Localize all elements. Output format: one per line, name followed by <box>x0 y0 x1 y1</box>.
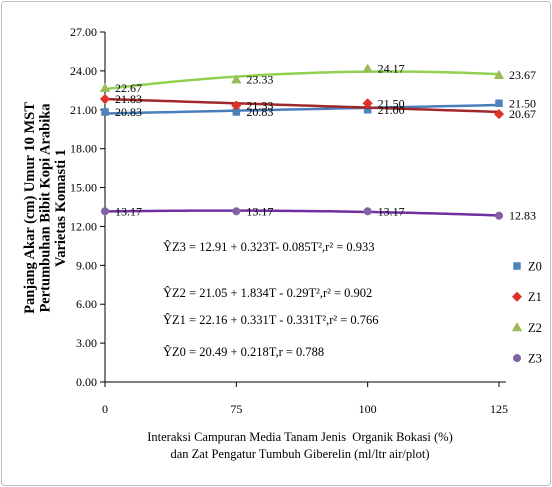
series-z3-point <box>100 207 110 216</box>
series-z0-point <box>495 99 503 108</box>
series-z2-trendline <box>103 70 501 91</box>
series-z2 <box>99 63 505 92</box>
regression-equation-z3: ŶZ3 = 12.91 + 0.323T- 0.085T²,r² = 0.933 <box>163 240 375 254</box>
series-z2-point <box>362 63 373 73</box>
legend-item-z3: Z3 <box>512 352 542 366</box>
series-z1-data-label: 20.67 <box>509 107 536 121</box>
y-axis-title: Panjang Akar (cm) Umur 10 MST Pertumbuha… <box>22 102 69 314</box>
x-tick-label: 125 <box>490 402 508 416</box>
series-z2-data-label: 23.67 <box>509 68 536 82</box>
series-z0-data-label: 20.83 <box>246 105 273 119</box>
series-z3-data-label: 13.17 <box>246 204 273 218</box>
y-axis-title-line-2: Pertumbuhan Bibit Kopi Arabika <box>38 103 54 313</box>
legend-label-z1: Z1 <box>528 290 542 304</box>
series-z3-point <box>363 207 372 216</box>
series-z1-trendline <box>103 97 501 114</box>
series-z0-data-label: 20.83 <box>115 105 142 119</box>
x-axis-title-line-2: dan Zat Pengatur Tumbuh Giberelin (ml/lt… <box>171 447 430 461</box>
regression-equation-z1: ŶZ1 = 22.16 + 0.331T - 0.331T²,r² = 0.76… <box>163 313 379 327</box>
series-z1-point <box>362 98 373 109</box>
legend-marker-z0 <box>513 262 521 270</box>
y-tick-label: 27.00 <box>70 25 97 39</box>
series-z0 <box>101 99 503 116</box>
series-z3-point <box>494 211 504 220</box>
series-z2-point <box>231 74 242 84</box>
regression-equations: ŶZ3 = 12.91 + 0.323T- 0.085T²,r² = 0.933… <box>163 240 379 359</box>
series-z2-data-label: 22.67 <box>115 81 142 95</box>
series-z3-data-label: 13.17 <box>115 204 142 218</box>
series-z1-point <box>99 93 111 105</box>
legend-marker-z1 <box>511 291 523 302</box>
series-z3-point <box>232 207 241 216</box>
regression-equation-z2: ŶZ2 = 21.05 + 1.834T - 0.29T²,r² = 0.902 <box>163 286 372 300</box>
y-tick-label: 0.00 <box>76 375 97 389</box>
series-z2-point <box>99 82 111 92</box>
series-z3 <box>100 207 504 220</box>
legend-marker-z2 <box>511 322 523 332</box>
legend-item-z1: Z1 <box>511 290 542 304</box>
series-z1-data-label: 21.83 <box>115 92 142 106</box>
series-z0-trendline <box>103 103 501 115</box>
series-z1-point <box>231 100 242 111</box>
y-tick-label: 15.00 <box>70 181 97 195</box>
x-axis-ticks: 0 75 100 125 <box>102 382 508 416</box>
x-tick-label: 100 <box>359 402 377 416</box>
series-z2-data-label: 24.17 <box>378 62 405 76</box>
legend-item-z2: Z2 <box>511 321 542 335</box>
series-z0-data-label: 21.50 <box>509 96 536 110</box>
series-z2-data-label: 23.33 <box>246 73 273 87</box>
x-tick-label: 0 <box>102 402 108 416</box>
y-tick-label: 12.00 <box>70 219 97 233</box>
y-tick-label: 6.00 <box>76 297 97 311</box>
series-z1-point <box>493 108 505 120</box>
legend-label-z3: Z3 <box>528 352 542 366</box>
series-z2-point <box>493 69 505 80</box>
y-tick-label: 24.00 <box>70 64 97 78</box>
x-axis-title: Interaksi Campuran Media Tanam Jenis Org… <box>147 430 453 461</box>
series-z1-data-label: 21.50 <box>378 96 405 110</box>
legend-label-z0: Z0 <box>528 260 542 274</box>
y-axis-title-line-1: Panjang Akar (cm) Umur 10 MST <box>22 102 38 314</box>
y-tick-label: 9.00 <box>76 258 97 272</box>
y-tick-label: 18.00 <box>70 142 97 156</box>
x-tick-label: 75 <box>230 402 242 416</box>
series-z1-data-label: 21.33 <box>246 99 273 113</box>
legend: Z0 Z1 Z2 Z3 <box>511 260 542 366</box>
series-z0-data-label: 21.00 <box>378 103 405 117</box>
legend-item-z0: Z0 <box>513 260 542 274</box>
y-tick-label: 3.00 <box>76 336 97 350</box>
legend-marker-z3 <box>512 354 522 363</box>
x-axis-title-line-1: Interaksi Campuran Media Tanam Jenis Org… <box>147 430 453 444</box>
series-z3-data-label: 13.17 <box>378 204 405 218</box>
y-axis-ticks: 0.00 3.00 6.00 9.00 12.00 15.00 18.00 21.00 24.0… <box>70 25 105 389</box>
series-z3-trendline <box>103 209 501 217</box>
series-z1 <box>99 93 505 120</box>
series-z3-data-label: 12.83 <box>509 209 536 223</box>
y-axis-title-line-3: Varietas Komasti 1 <box>53 149 69 267</box>
regression-equation-z0: ŶZ0 = 20.49 + 0.218T,r = 0.788 <box>163 345 324 359</box>
legend-label-z2: Z2 <box>528 321 542 335</box>
y-tick-label: 21.00 <box>70 103 97 117</box>
series-z0-point <box>101 108 109 116</box>
